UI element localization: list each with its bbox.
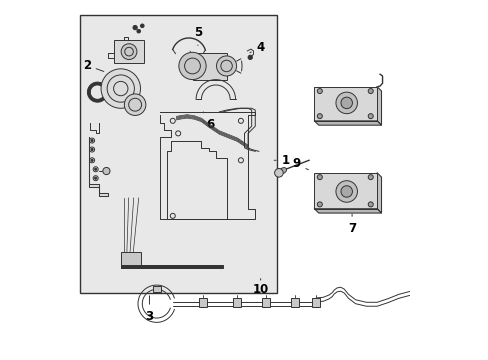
Circle shape bbox=[335, 92, 357, 114]
Text: 7: 7 bbox=[347, 214, 355, 235]
Bar bbox=[121, 265, 223, 268]
Circle shape bbox=[317, 114, 322, 119]
Text: 10: 10 bbox=[252, 279, 268, 296]
Circle shape bbox=[367, 89, 372, 94]
Polygon shape bbox=[314, 209, 381, 213]
Circle shape bbox=[94, 177, 97, 179]
Circle shape bbox=[137, 30, 140, 33]
Circle shape bbox=[317, 202, 322, 207]
Bar bbox=[153, 286, 161, 292]
Circle shape bbox=[340, 97, 352, 109]
Circle shape bbox=[317, 175, 322, 180]
Circle shape bbox=[121, 44, 137, 59]
Circle shape bbox=[274, 168, 283, 177]
Bar bbox=[192, 53, 226, 80]
Circle shape bbox=[102, 167, 110, 175]
Text: 8: 8 bbox=[331, 95, 343, 110]
Bar bbox=[80, 15, 276, 293]
Bar bbox=[233, 298, 241, 307]
Circle shape bbox=[91, 139, 93, 141]
Circle shape bbox=[367, 175, 372, 180]
Circle shape bbox=[94, 168, 97, 170]
Bar bbox=[314, 87, 376, 121]
Circle shape bbox=[124, 94, 145, 116]
Circle shape bbox=[247, 55, 252, 59]
Circle shape bbox=[133, 26, 137, 30]
Circle shape bbox=[140, 24, 144, 28]
Bar bbox=[312, 298, 320, 307]
Polygon shape bbox=[376, 173, 381, 213]
Text: 1: 1 bbox=[274, 154, 289, 167]
Circle shape bbox=[179, 52, 206, 80]
Ellipse shape bbox=[279, 168, 286, 174]
Polygon shape bbox=[88, 137, 108, 196]
Text: 3: 3 bbox=[145, 296, 153, 323]
Bar bbox=[113, 40, 144, 63]
Circle shape bbox=[335, 181, 357, 202]
Circle shape bbox=[367, 114, 372, 119]
Circle shape bbox=[216, 56, 236, 76]
Circle shape bbox=[367, 202, 372, 207]
Polygon shape bbox=[314, 121, 381, 125]
Bar bbox=[290, 298, 298, 307]
Text: 2: 2 bbox=[82, 59, 103, 72]
Text: 9: 9 bbox=[292, 157, 308, 170]
Circle shape bbox=[317, 89, 322, 94]
Circle shape bbox=[101, 69, 140, 108]
Text: 5: 5 bbox=[193, 27, 202, 45]
Circle shape bbox=[340, 186, 352, 197]
Bar bbox=[199, 298, 207, 307]
Circle shape bbox=[91, 148, 93, 150]
Circle shape bbox=[91, 159, 93, 161]
Bar bbox=[121, 252, 140, 268]
Polygon shape bbox=[376, 87, 381, 125]
Bar bbox=[262, 298, 269, 307]
Bar bbox=[314, 173, 376, 209]
Text: 6: 6 bbox=[203, 112, 214, 131]
Text: 4: 4 bbox=[249, 41, 264, 54]
